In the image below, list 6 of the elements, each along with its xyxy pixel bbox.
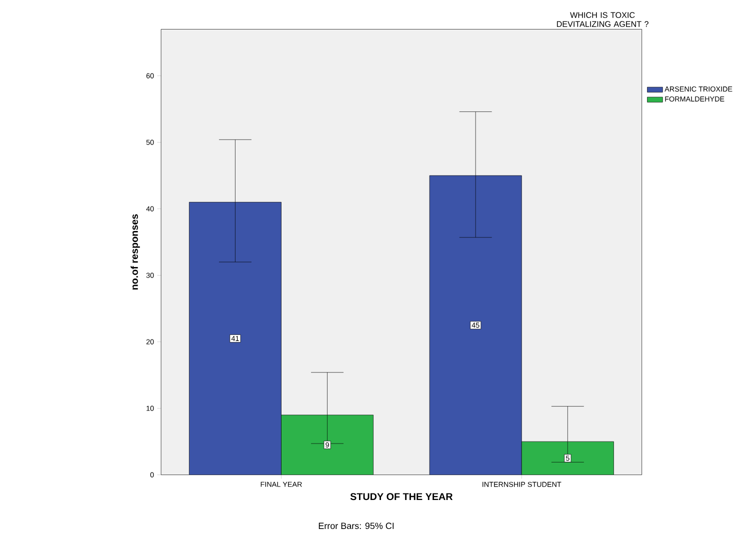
y-axis-title: no.of responses: [130, 214, 140, 290]
text: Error Bars: 95% CI: [318, 522, 394, 530]
bar: [521, 442, 614, 475]
legend-title: WHICH IS TOXIC DEVITALIZING AGENT ?: [556, 12, 648, 28]
bar: [281, 414, 374, 475]
x-axis-title: STUDY OF THE YEAR: [350, 493, 453, 500]
